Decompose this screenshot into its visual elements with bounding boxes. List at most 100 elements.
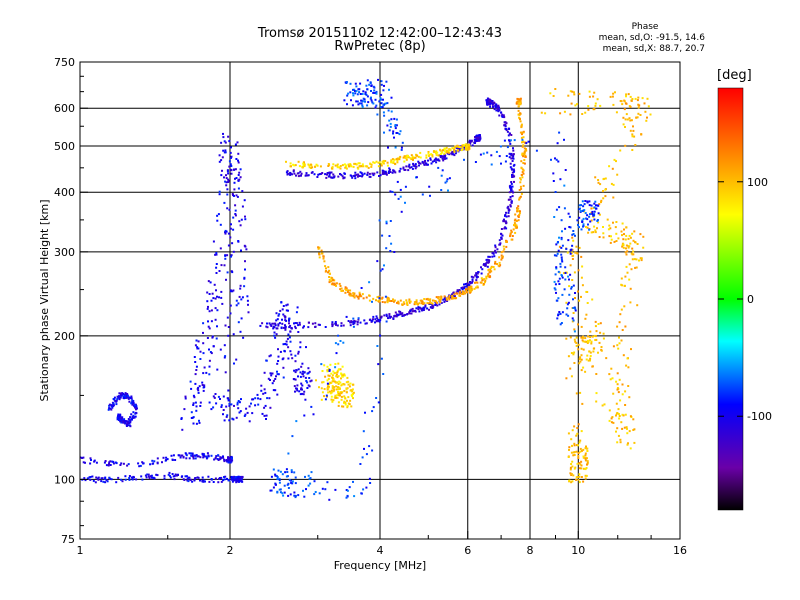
data-point <box>211 336 214 339</box>
data-point <box>577 452 580 454</box>
data-point <box>223 201 226 204</box>
data-point <box>469 291 472 294</box>
data-point <box>482 152 485 155</box>
data-point <box>630 119 633 122</box>
data-point <box>103 461 106 464</box>
data-point <box>124 392 127 395</box>
data-point <box>264 404 267 407</box>
data-point <box>287 357 290 360</box>
data-point <box>443 148 446 151</box>
data-point <box>412 164 415 167</box>
data-point <box>475 139 478 142</box>
data-point <box>216 295 218 298</box>
data-point <box>272 468 275 471</box>
data-point <box>292 163 295 166</box>
data-point <box>235 194 238 197</box>
data-point <box>558 131 561 134</box>
data-point <box>501 257 504 259</box>
data-point <box>97 478 100 481</box>
data-point <box>563 288 566 291</box>
data-point <box>496 107 499 110</box>
data-point <box>585 358 588 361</box>
data-point <box>592 215 595 218</box>
data-point <box>568 278 570 281</box>
data-point <box>338 282 341 285</box>
data-point <box>274 483 277 486</box>
data-point <box>259 398 262 401</box>
data-point <box>584 477 587 480</box>
data-point <box>505 221 508 224</box>
data-point <box>417 306 420 309</box>
data-point <box>577 454 580 457</box>
data-point <box>456 289 459 292</box>
data-point <box>311 322 314 325</box>
data-point <box>565 313 568 316</box>
data-point <box>509 162 512 165</box>
data-point <box>600 201 602 204</box>
data-point <box>438 303 441 306</box>
data-point <box>306 381 309 384</box>
data-point <box>229 312 232 315</box>
data-point <box>337 343 340 346</box>
data-point <box>574 234 576 237</box>
data-point <box>565 247 568 250</box>
data-point <box>495 103 498 106</box>
data-point <box>631 98 634 100</box>
data-point <box>211 292 214 295</box>
data-point <box>344 166 347 169</box>
data-point <box>619 441 622 444</box>
data-point <box>323 260 326 263</box>
data-point <box>257 403 260 406</box>
data-point <box>290 327 293 330</box>
data-point <box>354 177 357 180</box>
data-point <box>299 341 302 344</box>
data-point <box>520 160 523 163</box>
data-point <box>351 383 354 386</box>
data-point <box>446 298 449 301</box>
data-point <box>349 382 352 385</box>
data-point <box>184 395 187 398</box>
data-point <box>425 298 428 301</box>
data-point <box>573 351 576 354</box>
data-point <box>305 346 307 349</box>
data-point <box>566 307 569 310</box>
data-point <box>452 147 455 150</box>
data-point <box>227 135 230 138</box>
data-point <box>478 139 481 142</box>
data-point <box>337 386 339 389</box>
data-point <box>484 281 486 284</box>
data-point <box>584 200 587 202</box>
data-point <box>307 163 310 166</box>
data-point <box>500 111 503 114</box>
data-point <box>564 169 567 171</box>
data-point <box>165 459 168 461</box>
data-point <box>504 214 506 217</box>
data-point <box>473 287 476 290</box>
data-point <box>199 401 202 404</box>
data-point <box>411 307 414 310</box>
data-point <box>127 424 130 427</box>
data-point <box>208 348 210 351</box>
data-point <box>566 251 569 254</box>
data-point <box>627 366 630 369</box>
data-point <box>218 154 221 157</box>
data-point <box>324 326 327 328</box>
data-point <box>570 352 573 354</box>
data-point <box>417 160 420 163</box>
data-point <box>527 140 530 143</box>
data-point <box>486 261 489 264</box>
data-point <box>497 109 500 112</box>
data-point <box>568 479 571 482</box>
data-point <box>458 292 461 295</box>
data-point <box>471 280 474 283</box>
data-point <box>376 171 379 174</box>
data-point <box>460 149 463 151</box>
data-point <box>469 142 472 145</box>
data-point <box>394 127 397 130</box>
data-point <box>427 159 429 162</box>
data-point <box>121 480 124 483</box>
data-point <box>493 255 496 258</box>
data-point <box>502 245 505 248</box>
chart-subtitle: RwPretec (8p) <box>334 39 426 54</box>
